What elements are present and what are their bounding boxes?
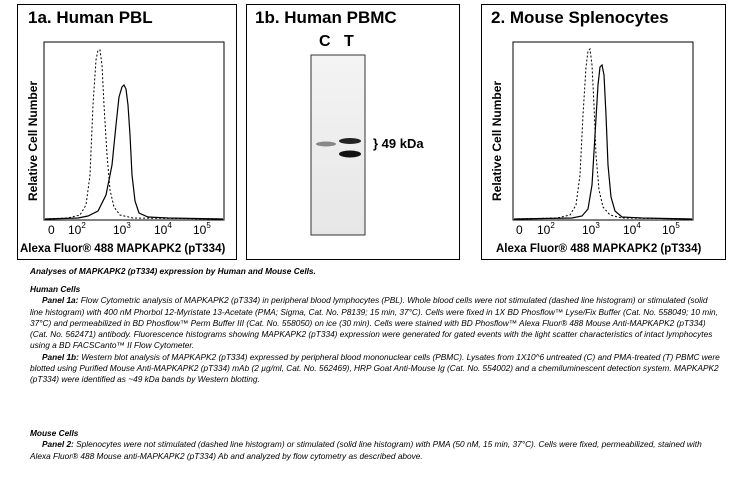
western-blot <box>310 54 366 236</box>
caption-panel-1b-text: Western blot analysis of MAPKAPK2 (pT334… <box>30 351 720 385</box>
caption-panel-1a: Panel 1a: Flow Cytometric analysis of MA… <box>30 295 720 351</box>
panel-2-stimulated-curve <box>513 63 693 220</box>
panel-1a-tick-2: 103 <box>113 221 131 238</box>
panel-1a-tick-3: 104 <box>154 221 172 238</box>
panel-1b-title: 1b. Human PBMC <box>255 8 397 27</box>
panel-2-tick-3: 104 <box>623 221 641 238</box>
panel-2-plot-frame <box>512 41 694 221</box>
band-t-49kda-lower <box>339 150 361 158</box>
caption-panel-2-text: Splenocytes were not stimulated (dashed … <box>30 439 702 461</box>
panel-1a-tick-1: 102 <box>68 221 86 238</box>
panel-2: 2. Mouse Splenocytes Relative Cell Numbe… <box>481 4 726 260</box>
caption-human-section: Human Cells Panel 1a: Flow Cytometric an… <box>30 284 720 386</box>
caption-panel-1b-label: Panel 1b: <box>42 351 79 362</box>
panel-2-histogram <box>512 41 694 221</box>
panel-2-xlabel: Alexa Fluor® 488 MAPKAPK2 (pT334) <box>496 243 702 255</box>
caption-mouse-section: Mouse Cells Panel 2: Splenocytes were no… <box>30 428 720 462</box>
band-c-49kda <box>316 141 336 147</box>
lane-label-t: T <box>344 33 354 50</box>
panel-1a-unstimulated-curve <box>44 49 224 220</box>
panel-1a-tick-0: 0 <box>48 223 55 237</box>
caption-panel-2: Panel 2: Splenocytes were not stimulated… <box>30 439 720 462</box>
panel-1a-tick-4: 105 <box>193 221 211 238</box>
caption-panel-1a-text: Flow Cytometric analysis of MAPKAPK2 (pT… <box>30 295 718 351</box>
panel-2-tick-0: 0 <box>516 223 523 237</box>
caption-mouse-heading: Mouse Cells <box>30 428 79 438</box>
caption-panel-2-label: Panel 2: <box>42 439 74 450</box>
caption-panel-1b: Panel 1b: Western blot analysis of MAPKA… <box>30 352 720 386</box>
band-t-49kda-upper <box>339 138 361 144</box>
caption-title: Analyses of MAPKAPK2 (pT334) expression … <box>30 266 316 276</box>
panel-2-tick-1: 102 <box>537 221 555 238</box>
blot-membrane <box>310 54 366 236</box>
panel-1b: 1b. Human PBMC C T } 49 kDa <box>246 4 460 260</box>
band-size-label: } 49 kDa <box>373 136 424 151</box>
panel-1a-title: 1a. Human PBL <box>28 8 153 27</box>
panel-1a-xlabel: Alexa Fluor® 488 MAPKAPK2 (pT334) <box>20 243 226 255</box>
panel-1a-plot-frame <box>43 41 225 221</box>
lane-label-c: C <box>319 33 331 50</box>
panel-2-title: 2. Mouse Splenocytes <box>491 8 669 27</box>
panel-1a-stimulated-curve <box>44 83 224 220</box>
caption-human-heading: Human Cells <box>30 284 81 294</box>
panel-1a: 1a. Human PBL Relative Cell Number 0 102… <box>17 4 237 260</box>
caption-panel-1a-label: Panel 1a: <box>42 295 79 306</box>
panel-2-unstimulated-curve <box>513 47 693 220</box>
panel-2-tick-4: 105 <box>662 221 680 238</box>
figure-caption-title-block: Analyses of MAPKAPK2 (pT334) expression … <box>30 266 720 277</box>
panel-2-tick-2: 103 <box>582 221 600 238</box>
panel-1a-histogram <box>43 41 225 221</box>
